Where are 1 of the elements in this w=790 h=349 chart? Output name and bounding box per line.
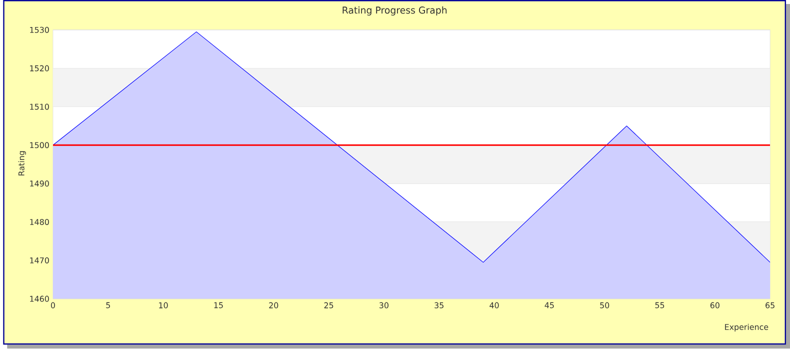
chart-title: Rating Progress Graph <box>342 6 447 16</box>
